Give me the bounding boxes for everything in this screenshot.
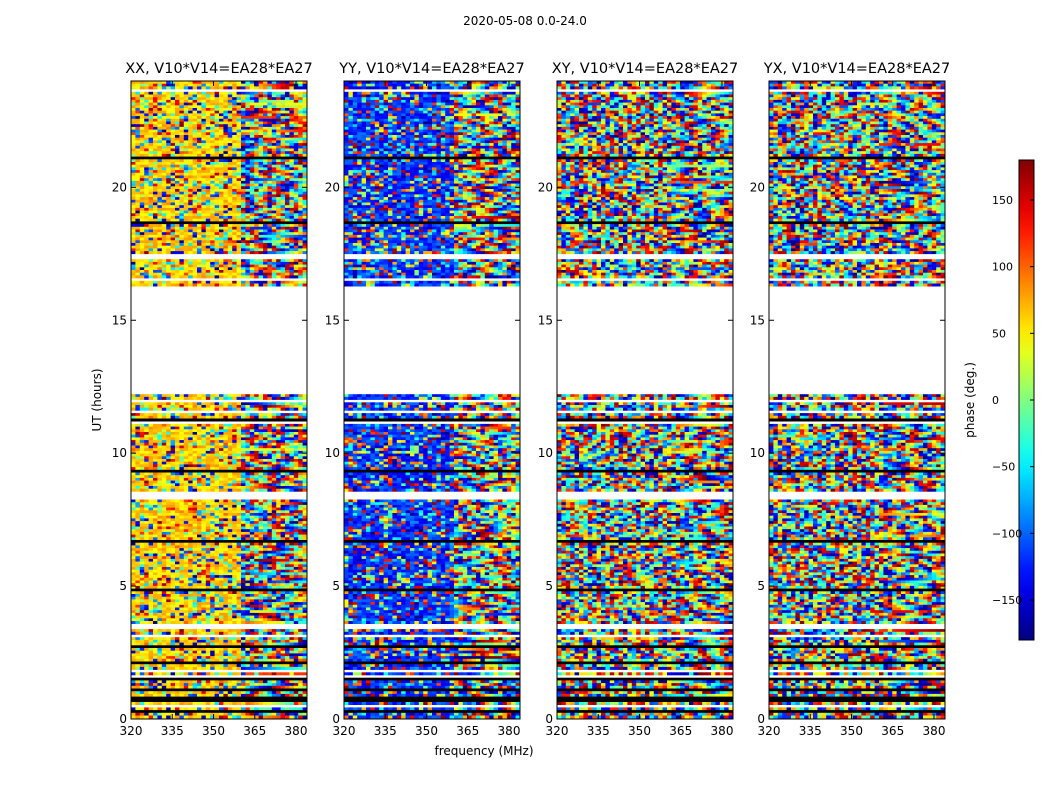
plot-frame — [343, 80, 521, 720]
colorbar-tick-label: 100 — [992, 261, 1013, 274]
x-tick-label: 350 — [840, 724, 863, 738]
colorbar-tick-label: 0 — [992, 394, 999, 407]
x-tick-label: 335 — [161, 724, 184, 738]
y-tick-label: 0 — [545, 712, 553, 726]
y-tick-label: 15 — [538, 313, 553, 327]
y-tick-label: 5 — [332, 579, 340, 593]
plot-frame — [130, 80, 308, 720]
x-tick-label: 365 — [456, 724, 479, 738]
colorbar-label: phase (deg.) — [963, 362, 977, 438]
x-tick-label: 335 — [799, 724, 822, 738]
colorbar-tick-label: −150 — [992, 594, 1022, 607]
x-tick-label: 380 — [923, 724, 946, 738]
colorbar-tick-label: −50 — [992, 461, 1015, 474]
y-tick-label: 10 — [325, 446, 340, 460]
colorbar-tick-label: 50 — [992, 327, 1006, 340]
x-tick-label: 350 — [628, 724, 651, 738]
plot-frame — [768, 80, 946, 720]
x-tick-label: 320 — [546, 724, 569, 738]
colorbar-tick-label: −100 — [992, 527, 1022, 540]
x-tick-label: 350 — [415, 724, 438, 738]
y-tick-label: 10 — [538, 446, 553, 460]
y-tick-label: 20 — [538, 180, 553, 194]
phase-heatmap — [769, 81, 945, 719]
phase-heatmap — [557, 81, 733, 719]
y-axis-label: UT (hours) — [90, 368, 104, 431]
y-tick-label: 5 — [119, 579, 127, 593]
x-tick-label: 365 — [243, 724, 266, 738]
figure-title: 2020-05-08 0.0-24.0 — [0, 14, 1050, 28]
x-tick-label: 320 — [758, 724, 781, 738]
colorbar-tick-label: 150 — [992, 194, 1013, 207]
y-tick-label: 5 — [757, 579, 765, 593]
y-tick-label: 0 — [119, 712, 127, 726]
x-tick-label: 335 — [587, 724, 610, 738]
panel-title: XY, V10*V14=EA28*EA27 — [552, 61, 738, 77]
y-tick-label: 10 — [750, 446, 765, 460]
panel-title: XX, V10*V14=EA28*EA27 — [125, 61, 313, 77]
y-tick-label: 20 — [750, 180, 765, 194]
y-tick-label: 15 — [325, 313, 340, 327]
y-tick-label: 20 — [112, 180, 127, 194]
y-tick-label: 10 — [112, 446, 127, 460]
x-axis-label: frequency (MHz) — [434, 744, 533, 758]
x-tick-label: 365 — [881, 724, 904, 738]
y-tick-label: 15 — [750, 313, 765, 327]
y-tick-label: 0 — [757, 712, 765, 726]
x-tick-label: 365 — [669, 724, 692, 738]
y-tick-label: 5 — [545, 579, 553, 593]
y-tick-label: 15 — [112, 313, 127, 327]
y-tick-label: 20 — [325, 180, 340, 194]
panel-title: YX, V10*V14=EA28*EA27 — [763, 61, 950, 77]
x-tick-label: 335 — [374, 724, 397, 738]
x-tick-label: 320 — [333, 724, 356, 738]
phase-heatmap — [131, 81, 307, 719]
panel-title: YY, V10*V14=EA28*EA27 — [338, 61, 524, 77]
x-tick-label: 320 — [120, 724, 143, 738]
phase-heatmap — [344, 81, 520, 719]
y-tick-label: 0 — [332, 712, 340, 726]
x-tick-label: 380 — [285, 724, 308, 738]
x-tick-label: 350 — [202, 724, 225, 738]
x-tick-label: 380 — [498, 724, 521, 738]
plot-frame — [556, 80, 734, 720]
x-tick-label: 380 — [711, 724, 734, 738]
